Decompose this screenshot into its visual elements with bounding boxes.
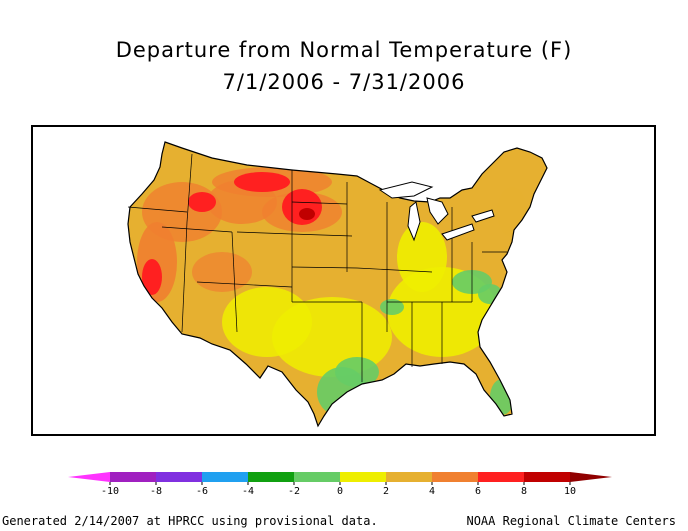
- legend-tick-label: 0: [337, 486, 343, 497]
- legend-tick-label: -2: [288, 486, 300, 497]
- legend-swatch: [294, 472, 340, 482]
- color-legend: -10 -8 -6 -4 -2 0 2 4 6 8 10: [68, 472, 612, 497]
- legend-swatch: [432, 472, 478, 482]
- legend-tick-label: -10: [101, 486, 119, 497]
- temperature-field: [128, 142, 547, 426]
- map-date-range: 7/1/2006 - 7/31/2006: [222, 70, 466, 94]
- us-map: [127, 141, 548, 427]
- legend-swatch: [340, 472, 386, 482]
- legend-swatch: [248, 472, 294, 482]
- map-frame: [31, 125, 656, 436]
- legend-tick-label: -8: [150, 486, 162, 497]
- legend-tick-label: 4: [429, 486, 435, 497]
- state-borders: [127, 153, 507, 382]
- footer-generated-note: Generated 2/14/2007 at HPRCC using provi…: [2, 514, 378, 528]
- legend-swatch: [386, 472, 432, 482]
- legend-arrow-high: [570, 472, 612, 482]
- legend-tick-label: 10: [564, 486, 576, 497]
- legend-swatch: [524, 472, 570, 482]
- legend-arrow-low: [68, 472, 110, 482]
- map-title: Departure from Normal Temperature (F): [115, 38, 573, 62]
- legend-swatch: [202, 472, 248, 482]
- great-lakes: [378, 181, 495, 242]
- footer-source: NOAA Regional Climate Centers: [466, 514, 676, 528]
- legend-swatch: [156, 472, 202, 482]
- legend-tick-label: -4: [242, 486, 254, 497]
- legend-tick-label: 6: [475, 486, 481, 497]
- legend-swatch: [110, 472, 156, 482]
- legend-tick-label: 2: [383, 486, 389, 497]
- legend-tick-label: 8: [521, 486, 527, 497]
- legend-tick-label: -6: [196, 486, 208, 497]
- legend-swatch: [478, 472, 524, 482]
